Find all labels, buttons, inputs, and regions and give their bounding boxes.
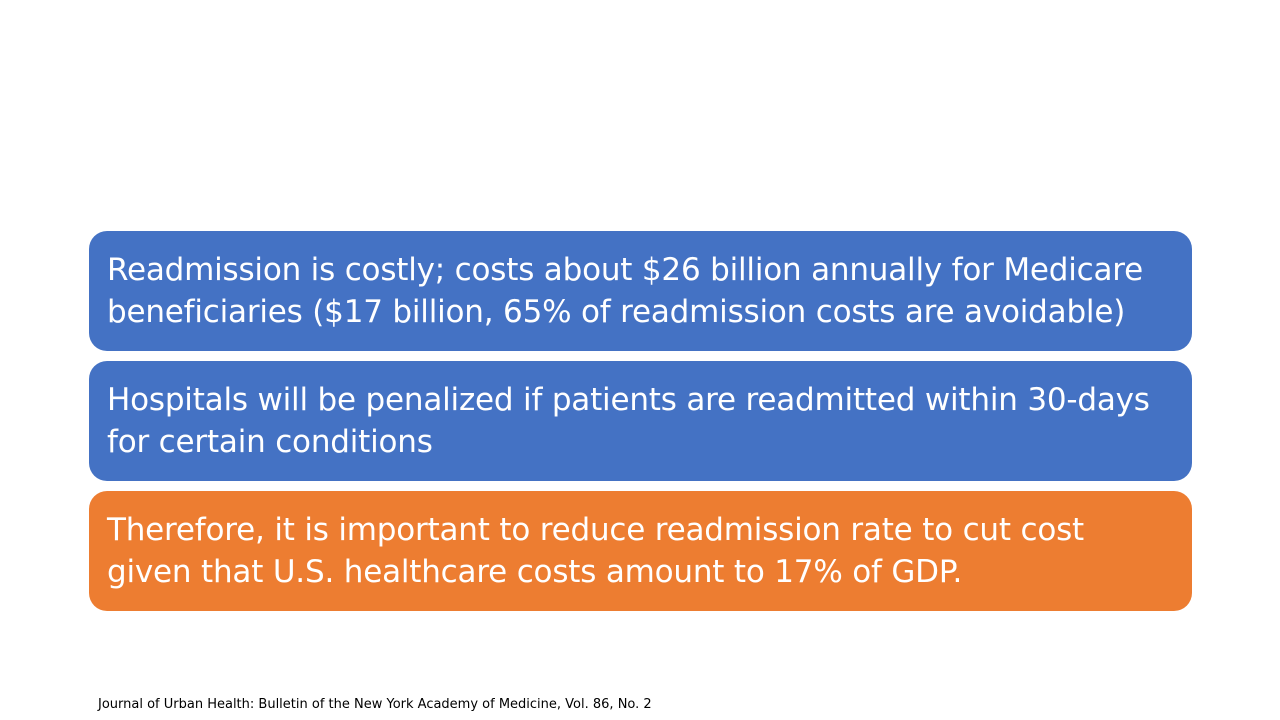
hospital-penalty-text: Hospitals will be penalized if patients … <box>107 382 1150 460</box>
citation-text: Journal of Urban Health: Bulletin of the… <box>98 697 652 712</box>
readmission-cost-text: Readmission is costly; costs about $26 b… <box>107 252 1144 330</box>
conclusion-box: Therefore, it is important to reduce rea… <box>89 491 1192 611</box>
hospital-penalty-box: Hospitals will be penalized if patients … <box>89 361 1192 481</box>
readmission-cost-box: Readmission is costly; costs about $26 b… <box>89 231 1192 351</box>
conclusion-text: Therefore, it is important to reduce rea… <box>107 512 1084 590</box>
